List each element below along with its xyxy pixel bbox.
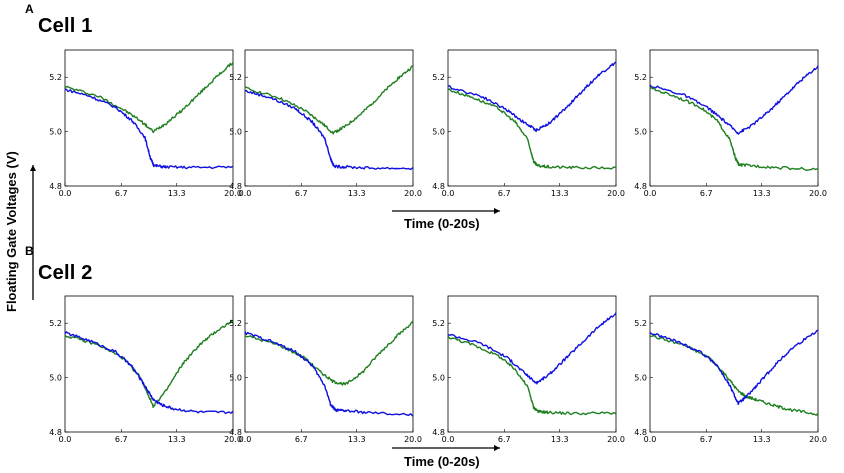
plot-2-ytick-0: 4.8 [229, 182, 242, 191]
plot-6-series-blue [244, 331, 414, 417]
plot-7-xtick-1: 6.7 [498, 435, 511, 444]
time-label-bottom: Time (0-20s) [404, 454, 480, 469]
plot-6-ytick-1: 5.0 [229, 374, 242, 383]
plot-2-ytick-2: 5.2 [229, 73, 242, 82]
panel-b-title: Cell 2 [38, 262, 93, 284]
plot-7-xtick-0: 0.0 [442, 435, 455, 444]
plot-3-frame [447, 49, 617, 187]
plot-2-xtick-2: 13.3 [348, 189, 366, 198]
plot-7-ytick-1: 5.0 [432, 374, 445, 383]
plot-8-xtick-0: 0.0 [644, 435, 657, 444]
plot-6-xtick-1: 6.7 [295, 435, 308, 444]
plot-5-xtick-2: 13.3 [168, 435, 186, 444]
plot-1-ytick-2: 5.2 [49, 73, 62, 82]
plot-3-ytick-2: 5.2 [432, 73, 445, 82]
plot-4-xtick-2: 13.3 [753, 189, 771, 198]
plot-8-xtick-2: 13.3 [753, 435, 771, 444]
plot-4-ytick-1: 5.0 [634, 128, 647, 137]
plot-3-series-blue [447, 61, 617, 132]
plot-4-ytick-0: 4.8 [634, 182, 647, 191]
plot-7-ytick-0: 4.8 [432, 428, 445, 437]
plot-6-xtick-2: 13.3 [348, 435, 366, 444]
panel-a-title: Cell 1 [38, 15, 93, 37]
plot-5-xtick-0: 0.0 [59, 435, 72, 444]
plot-1-ytick-1: 5.0 [49, 128, 62, 137]
plot-5-series-green [64, 319, 234, 409]
plot-8-ytick-1: 5.0 [634, 374, 647, 383]
plot-3-xtick-3: 20.0 [607, 189, 625, 198]
panel-a-letter: A [25, 2, 34, 16]
plot-2-xtick-3: 20.0 [404, 189, 422, 198]
plot-8-series-blue [649, 329, 819, 406]
plot-1-ytick-0: 4.8 [49, 182, 62, 191]
plot-3-xtick-2: 13.3 [551, 189, 569, 198]
plot-6-ytick-2: 5.2 [229, 319, 242, 328]
plot-5-ytick-1: 5.0 [49, 374, 62, 383]
plot-4-xtick-1: 6.7 [700, 189, 713, 198]
plot-4-frame [649, 49, 819, 187]
plot-5-ytick-2: 5.2 [49, 319, 62, 328]
plot-3-xtick-1: 6.7 [498, 189, 511, 198]
plot-8-ytick-2: 5.2 [634, 319, 647, 328]
plot-6-ytick-0: 4.8 [229, 428, 242, 437]
plot-2-xtick-1: 6.7 [295, 189, 308, 198]
plot-5-series-blue [64, 331, 234, 415]
plot-6-xtick-3: 20.0 [404, 435, 422, 444]
plot-4-ytick-2: 5.2 [634, 73, 647, 82]
plot-8-xtick-1: 6.7 [700, 435, 713, 444]
plot-6-xtick-0: 0.0 [239, 435, 252, 444]
plot-2-series-green [244, 65, 414, 135]
plot-4-xtick-0: 0.0 [644, 189, 657, 198]
plot-7-xtick-3: 20.0 [607, 435, 625, 444]
plot-3-ytick-0: 4.8 [432, 182, 445, 191]
plot-5-xtick-3: 20.0 [224, 435, 242, 444]
plot-7-frame [447, 295, 617, 433]
time-label-top: Time (0-20s) [404, 216, 480, 231]
panel-b-letter: B [25, 244, 34, 258]
plot-2-series-blue [244, 89, 414, 171]
plot-4-xtick-3: 20.0 [809, 189, 827, 198]
plot-1-xtick-1: 6.7 [115, 189, 128, 198]
plot-5-frame [64, 295, 234, 433]
plot-5-xtick-1: 6.7 [115, 435, 128, 444]
plot-1-frame [64, 49, 234, 187]
plot-1-series-green [64, 61, 234, 134]
plot-3-xtick-0: 0.0 [442, 189, 455, 198]
plot-7-series-green [447, 335, 617, 416]
plot-8-series-green [649, 334, 819, 416]
plot-4-series-green [649, 86, 819, 172]
plot-6-frame [244, 295, 414, 433]
plot-5-ytick-0: 4.8 [49, 428, 62, 437]
plot-3-ytick-1: 5.0 [432, 128, 445, 137]
plot-7-series-blue [447, 312, 617, 385]
plot-1-xtick-0: 0.0 [59, 189, 72, 198]
plot-1-xtick-2: 13.3 [168, 189, 186, 198]
plot-2-frame [244, 49, 414, 187]
plot-1-series-blue [64, 88, 234, 170]
plot-3-series-green [447, 88, 617, 170]
plot-2-xtick-0: 0.0 [239, 189, 252, 198]
plot-8-ytick-0: 4.8 [634, 428, 647, 437]
plot-4-series-blue [649, 65, 819, 135]
plot-7-ytick-2: 5.2 [432, 319, 445, 328]
plot-1-xtick-3: 20.0 [224, 189, 242, 198]
plot-7-xtick-2: 13.3 [551, 435, 569, 444]
plot-8-frame [649, 295, 819, 433]
plot-2-ytick-1: 5.0 [229, 128, 242, 137]
plot-8-xtick-3: 20.0 [809, 435, 827, 444]
plot-6-series-green [244, 320, 414, 386]
